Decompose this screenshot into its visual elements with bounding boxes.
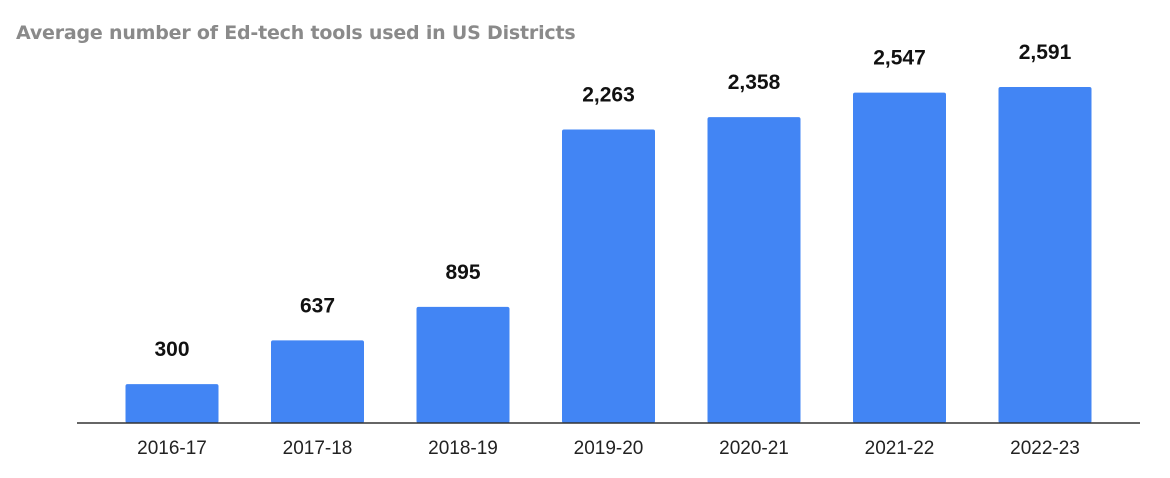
x-tick-label-2016-17: 2016-17 (137, 438, 207, 459)
bar-2016-17 (125, 384, 219, 423)
value-label-2019-20: 2,263 (582, 83, 635, 106)
value-labels-group: 300 637 895 2,263 2,358 2,547 2,591 (154, 41, 1071, 361)
x-tick-label-2020-21: 2020-21 (719, 438, 789, 459)
tick-labels-group: 2016-17 2017-18 2018-19 2019-20 2020-21 2021-… (137, 438, 1080, 459)
x-tick-label-2019-20: 2019-20 (574, 438, 644, 459)
bar-2017-18 (271, 340, 364, 423)
value-label-2017-18: 637 (300, 294, 335, 317)
value-label-2020-21: 2,358 (728, 71, 781, 94)
x-tick-label-2018-19: 2018-19 (428, 438, 498, 459)
x-tick-label-2021-22: 2021-22 (865, 438, 935, 459)
x-tick-label-2022-23: 2022-23 (1010, 438, 1080, 459)
bar-2018-19 (416, 306, 510, 423)
value-label-2021-22: 2,547 (873, 47, 926, 70)
bar-2021-22 (853, 92, 946, 423)
value-label-2016-17: 300 (154, 338, 189, 361)
bar-2020-21 (707, 117, 801, 424)
bar-2022-23 (998, 86, 1092, 423)
bars-group (125, 86, 1092, 424)
chart-title: Average number of Ed-tech tools used in … (16, 22, 576, 44)
x-tick-label-2017-18: 2017-18 (283, 438, 353, 459)
value-label-2018-19: 895 (445, 261, 480, 284)
bar-2019-20 (562, 129, 655, 424)
value-label-2022-23: 2,591 (1019, 41, 1072, 64)
